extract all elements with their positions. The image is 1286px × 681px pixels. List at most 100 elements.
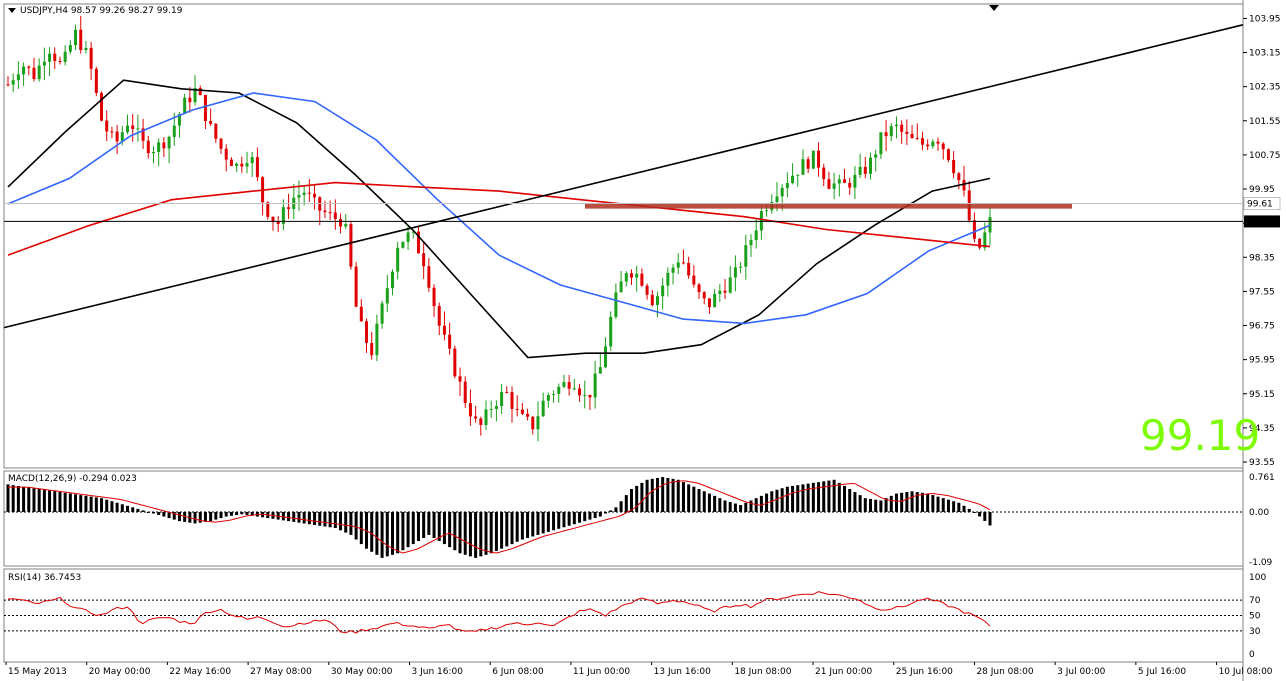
macd-bar xyxy=(120,504,124,512)
x-tick-label: 13 Jun 16:00 xyxy=(654,667,711,677)
candle-body xyxy=(645,285,649,295)
macd-bar xyxy=(151,511,155,514)
macd-bar xyxy=(328,511,332,528)
macd-bar xyxy=(910,491,914,512)
macd-bar xyxy=(661,477,665,512)
x-tick-label: 27 May 08:00 xyxy=(250,667,312,677)
macd-bar xyxy=(474,511,478,558)
macd-bar xyxy=(489,511,493,554)
candle-body xyxy=(448,334,452,349)
candle-body xyxy=(453,348,457,377)
macd-bar xyxy=(198,511,202,523)
rsi-title: RSI(14) 36.7453 xyxy=(8,573,81,583)
macd-bar xyxy=(915,492,919,512)
macd-bar xyxy=(900,492,904,512)
macd-bar xyxy=(89,496,93,512)
macd-bar xyxy=(297,511,301,523)
macd-bar xyxy=(931,495,935,512)
candle-body xyxy=(905,131,909,134)
candle-body xyxy=(515,408,519,410)
candle-body xyxy=(931,141,935,147)
candle-body xyxy=(94,68,98,93)
candle-body xyxy=(375,323,379,356)
candle-body xyxy=(313,193,317,198)
macd-bar xyxy=(676,479,680,512)
macd-bar xyxy=(100,498,104,512)
macd-bar xyxy=(557,511,561,529)
macd-bar xyxy=(32,488,36,512)
macd-bar xyxy=(396,511,400,554)
macd-bar xyxy=(806,483,810,512)
macd-bar xyxy=(541,511,545,534)
x-tick-label: 28 Jun 08:00 xyxy=(976,667,1033,677)
macd-bar xyxy=(74,494,78,512)
macd-bar xyxy=(978,511,982,517)
y-tick-label: 97.55 xyxy=(1249,287,1275,297)
candle-body xyxy=(666,272,670,286)
y-tick-label: 95.95 xyxy=(1249,356,1275,366)
candle-body xyxy=(105,120,109,132)
candle-body xyxy=(219,138,223,149)
candle-body xyxy=(401,241,405,248)
macd-bar xyxy=(437,511,441,542)
candle-body xyxy=(74,29,78,46)
candle-body xyxy=(920,138,924,145)
candle-body xyxy=(572,388,576,390)
candle-body xyxy=(203,95,207,122)
x-tick-label: 3 Jun 16:00 xyxy=(412,667,464,677)
macd-bar xyxy=(946,499,950,512)
rsi-y-tick-label: 70 xyxy=(1249,596,1261,606)
panel-frame-1 xyxy=(3,3,1244,469)
candle-body xyxy=(629,273,633,278)
candle-body xyxy=(339,218,343,227)
triangle-down-icon[interactable] xyxy=(8,8,16,13)
candle-body xyxy=(759,211,763,231)
macd-bar xyxy=(344,511,348,533)
macd-bar xyxy=(619,501,623,512)
macd-bar xyxy=(546,511,550,532)
candle-body xyxy=(209,121,213,124)
candle-body xyxy=(162,142,166,149)
macd-bar xyxy=(801,484,805,512)
macd-bar xyxy=(562,511,566,528)
candle-body xyxy=(183,97,187,114)
candle-body xyxy=(442,325,446,335)
macd-bar xyxy=(209,511,213,522)
candle-body xyxy=(79,29,83,51)
macd-bar xyxy=(22,486,26,512)
candle-body xyxy=(42,61,46,66)
macd-bar xyxy=(588,511,592,520)
macd-bar xyxy=(365,511,369,549)
red-ma xyxy=(7,181,991,256)
macd-bar xyxy=(972,511,976,513)
candle-body xyxy=(936,141,940,144)
macd-bar xyxy=(162,511,166,517)
macd-bar xyxy=(572,511,576,525)
macd-bar xyxy=(650,478,654,512)
rsi-y-tick-label: 50 xyxy=(1249,612,1261,622)
candle-body xyxy=(926,144,930,147)
candle-body xyxy=(468,403,472,417)
macd-bar xyxy=(567,511,571,526)
candle-body xyxy=(822,167,826,180)
macd-bar xyxy=(126,505,130,512)
candle-body xyxy=(89,47,93,69)
macd-bar xyxy=(739,505,743,512)
candle-body xyxy=(479,418,483,425)
macd-bar xyxy=(583,511,587,522)
macd-bar xyxy=(333,511,337,529)
macd-bar xyxy=(775,489,779,512)
macd-bar xyxy=(250,511,254,516)
macd-bar xyxy=(536,511,540,535)
x-tick-label: 6 Jun 08:00 xyxy=(492,667,544,677)
candle-body xyxy=(697,284,701,293)
macd-bar xyxy=(593,511,597,519)
macd-bar xyxy=(453,511,457,551)
macd-bar xyxy=(172,511,176,520)
macd-bar xyxy=(115,502,119,512)
macd-bar xyxy=(318,511,322,526)
candle-body xyxy=(37,65,41,80)
macd-bar xyxy=(759,495,763,512)
